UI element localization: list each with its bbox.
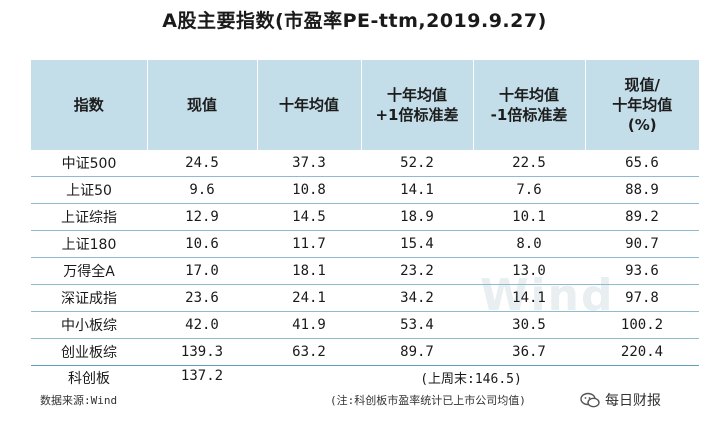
value-cell: 18.9 <box>361 203 473 231</box>
table-row: 创业板综 139.3 63.2 89.7 36.7 220.4 <box>31 338 699 366</box>
column-header-line: (%) <box>627 116 657 134</box>
table-title: A股主要指数(市盈率PE-ttm,2019.9.27) <box>162 10 547 32</box>
value-cell: 22.5 <box>473 150 585 177</box>
value-cell: 30.5 <box>473 311 585 339</box>
index-name-cell: 上证综指 <box>31 203 147 231</box>
kcb-name: 科创板 <box>68 371 110 387</box>
column-header-line: -1倍标准差 <box>490 106 568 124</box>
kcb-row: 科创板 137.2 (上周末:146.5) <box>31 366 699 388</box>
footnote: (注:科创板市盈率统计已上市公司均值) <box>330 394 526 407</box>
index-name-cell: 上证50 <box>31 176 147 204</box>
table-body: 中证500 24.5 37.3 52.2 22.5 65.6 上证50 9.6 10.8 14.1… <box>31 150 699 366</box>
column-header: 现值/十年均值 (%) <box>585 60 699 150</box>
value-cell: 11.7 <box>257 230 361 258</box>
value-cell: 36.7 <box>473 338 585 366</box>
value-cell: 9.6 <box>147 176 257 204</box>
value-cell: 65.6 <box>585 150 699 177</box>
value-cell: 7.6 <box>473 176 585 204</box>
column-header-line: 十年均值 <box>278 96 339 114</box>
value-cell: 17.0 <box>147 257 257 285</box>
column-header-line: 十年均值 <box>612 96 673 114</box>
value-cell: 24.5 <box>147 150 257 177</box>
wechat-icon <box>580 392 600 407</box>
value-cell: 52.2 <box>361 150 473 177</box>
value-cell: 93.6 <box>585 257 699 285</box>
kcb-value: 137.2 <box>180 368 224 384</box>
table-row: 上证50 9.6 10.8 14.1 7.6 88.9 <box>31 176 699 204</box>
brand-name: 每日财报 <box>605 393 661 409</box>
column-header: 十年均值 +1倍标准差 <box>361 60 474 150</box>
table-row: 万得全A 17.0 18.1 23.2 13.0 93.6 <box>31 257 699 285</box>
index-name-cell: 创业板综 <box>31 338 147 366</box>
column-header: 十年均值 -1倍标准差 <box>473 60 586 150</box>
value-cell: 88.9 <box>585 176 699 204</box>
index-name-cell: 上证180 <box>31 230 147 258</box>
value-cell: 90.7 <box>585 230 699 258</box>
column-header-line: 指数 <box>73 96 104 114</box>
table-row: 深证成指 23.6 24.1 34.2 14.1 97.8 <box>31 284 699 312</box>
pe-table: 指数 现值 十年均值 十年均值 +1倍标准差 十年均值 -1倍标准差 现值/十年均值 (%) 中… <box>31 60 699 366</box>
value-cell: 14.1 <box>361 176 473 204</box>
value-cell: 14.5 <box>257 203 361 231</box>
column-header-line: 十年均值 <box>386 86 447 104</box>
column-header: 现值 <box>147 60 258 150</box>
table-row: 中小板综 42.0 41.9 53.4 30.5 100.2 <box>31 311 699 339</box>
value-cell: 15.4 <box>361 230 473 258</box>
value-cell: 23.6 <box>147 284 257 312</box>
value-cell: 34.2 <box>361 284 473 312</box>
value-cell: 220.4 <box>585 338 699 366</box>
index-name-cell: 中小板综 <box>31 311 147 339</box>
value-cell: 89.7 <box>361 338 473 366</box>
value-cell: 97.8 <box>585 284 699 312</box>
index-name-cell: 中证500 <box>31 150 147 177</box>
column-header: 十年均值 <box>257 60 362 150</box>
value-cell: 14.1 <box>473 284 585 312</box>
value-cell: 100.2 <box>585 311 699 339</box>
column-header-line: 十年均值 <box>498 86 559 104</box>
column-header-line: 现值/ <box>624 76 660 94</box>
value-cell: 53.4 <box>361 311 473 339</box>
kcb-week-close: (上周末:146.5) <box>420 372 522 387</box>
brand-tag: 每日财报 <box>580 390 661 410</box>
table-row: 中证500 24.5 37.3 52.2 22.5 65.6 <box>31 150 699 177</box>
value-cell: 8.0 <box>473 230 585 258</box>
value-cell: 63.2 <box>257 338 361 366</box>
value-cell: 24.1 <box>257 284 361 312</box>
value-cell: 10.6 <box>147 230 257 258</box>
data-source: 数据来源:Wind <box>40 394 118 407</box>
column-header-line: 现值 <box>186 96 217 114</box>
value-cell: 13.0 <box>473 257 585 285</box>
value-cell: 18.1 <box>257 257 361 285</box>
value-cell: 37.3 <box>257 150 361 177</box>
index-name-cell: 万得全A <box>31 257 147 285</box>
table-row: 上证综指 12.9 14.5 18.9 10.1 89.2 <box>31 203 699 231</box>
value-cell: 12.9 <box>147 203 257 231</box>
value-cell: 10.1 <box>473 203 585 231</box>
value-cell: 89.2 <box>585 203 699 231</box>
column-header-line: +1倍标准差 <box>375 106 459 124</box>
value-cell: 42.0 <box>147 311 257 339</box>
value-cell: 10.8 <box>257 176 361 204</box>
value-cell: 139.3 <box>147 338 257 366</box>
index-name-cell: 深证成指 <box>31 284 147 312</box>
column-header: 指数 <box>31 60 148 150</box>
value-cell: 23.2 <box>361 257 473 285</box>
header-row: 指数 现值 十年均值 十年均值 +1倍标准差 十年均值 -1倍标准差 现值/十年均值 (%) <box>31 60 699 150</box>
value-cell: 41.9 <box>257 311 361 339</box>
table-row: 上证180 10.6 11.7 15.4 8.0 90.7 <box>31 230 699 258</box>
